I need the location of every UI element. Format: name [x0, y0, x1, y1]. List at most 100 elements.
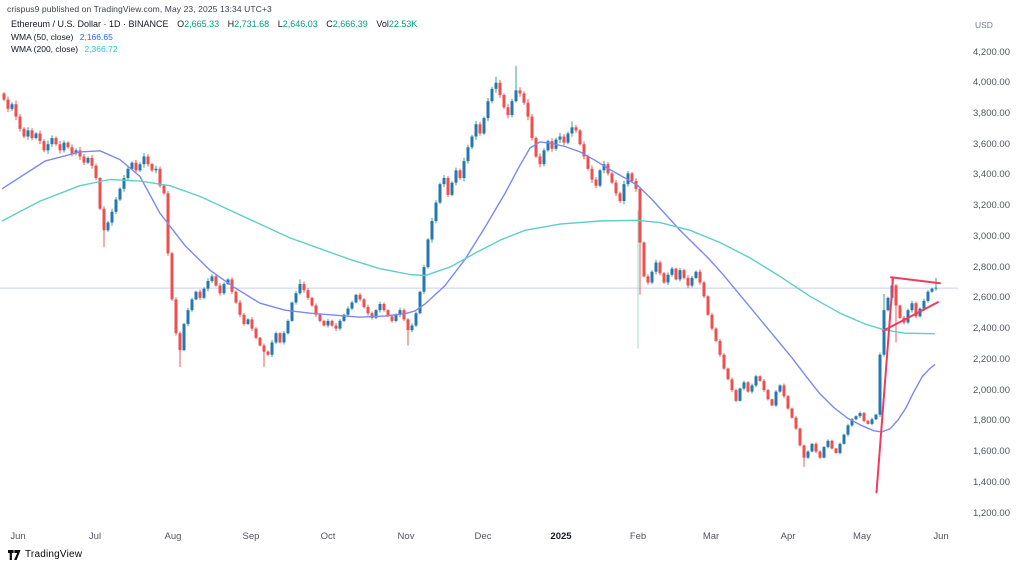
candle-body: [542, 150, 546, 165]
candle-body: [334, 325, 338, 329]
time-axis-label-nov: Nov: [397, 531, 415, 542]
candle-body: [514, 90, 518, 102]
candle-body: [534, 138, 538, 157]
candle-body: [578, 130, 582, 145]
candle-body: [378, 304, 382, 311]
candle-body: [162, 185, 166, 194]
candle-body: [238, 302, 242, 315]
candle-body: [882, 310, 886, 355]
candle-body: [502, 95, 506, 108]
trendline-2[interactable]: [882, 301, 939, 332]
candle-body: [506, 107, 510, 116]
candle-body: [298, 284, 302, 294]
candle-body: [906, 310, 910, 323]
candle-body: [386, 310, 390, 317]
candle-body: [278, 333, 282, 343]
tradingview-logo-icon: [8, 549, 21, 560]
candle-body: [494, 82, 498, 89]
candle-body: [870, 419, 874, 424]
candle-body: [482, 118, 486, 134]
candle-body: [142, 156, 146, 165]
candle-body: [58, 144, 62, 151]
candle-body: [30, 130, 34, 139]
price-axis-label: 2,800.00: [973, 261, 1010, 273]
candle-body: [6, 99, 10, 109]
candle-body: [658, 262, 662, 274]
price-axis-label: 1,400.00: [973, 476, 1010, 488]
candle-body: [222, 284, 226, 294]
candle-body: [190, 299, 194, 311]
candle-body: [350, 302, 354, 309]
chart-header: crispus9 published on TradingView.com, M…: [7, 4, 417, 56]
price-axis-label: 1,800.00: [973, 415, 1010, 427]
candle-body: [898, 305, 902, 318]
candle-body: [242, 314, 246, 324]
price-axis-label: 2,200.00: [973, 353, 1010, 365]
candle-body: [50, 138, 54, 145]
candle-body: [198, 291, 202, 298]
candle-body: [638, 188, 642, 243]
trendline-3[interactable]: [890, 276, 941, 285]
candle-body: [18, 116, 22, 129]
candle-body: [286, 320, 290, 334]
candle-body: [782, 385, 786, 397]
candle-body: [678, 270, 682, 280]
candle-body: [22, 128, 26, 137]
candle-body: [326, 320, 330, 326]
candle-body: [838, 443, 842, 454]
candle-body: [66, 142, 70, 148]
time-axis-label-2025: 2025: [550, 531, 572, 542]
wma50-value: 2,166.65: [79, 32, 113, 42]
wma200-value: 2,366.72: [84, 44, 118, 54]
symbol-legend: Ethereum / U.S. Dollar · 1D · BINANCE O2…: [11, 19, 417, 29]
tradingview-logo[interactable]: TradingView: [8, 549, 82, 560]
candle-body: [414, 313, 418, 326]
candle-body: [470, 136, 474, 148]
candle-body: [342, 314, 346, 321]
candle-body: [814, 443, 818, 452]
candle-body: [214, 276, 218, 286]
candle-body: [294, 293, 298, 303]
candle-body: [834, 448, 838, 454]
candle-body: [262, 345, 266, 352]
candle-body: [442, 178, 446, 185]
candle-body: [874, 414, 878, 420]
candle-body: [766, 390, 770, 400]
candle-body: [170, 253, 174, 300]
candle-body: [406, 319, 410, 331]
open-label: O: [177, 19, 185, 29]
tradingview-logo-text: TradingView: [25, 549, 83, 560]
candle-body: [10, 104, 14, 109]
candle-body: [802, 445, 806, 458]
attribution-text: crispus9 published on TradingView.com, M…: [7, 4, 272, 14]
candle-body: [266, 351, 270, 355]
candle-body: [382, 304, 386, 311]
indicator-legend-wma50: WMA (50, close) 2,166.65: [11, 32, 417, 42]
candle-body: [510, 101, 514, 116]
candle-body: [598, 170, 602, 186]
candle-body: [82, 156, 86, 163]
candle-body: [434, 202, 438, 222]
candle-body: [618, 193, 622, 202]
candle-body: [778, 385, 782, 392]
candle-body: [362, 299, 366, 308]
candle-body: [798, 428, 802, 446]
candle-body: [2, 93, 6, 100]
indicator-legend-wma200: WMA (200, close) 2,366.72: [11, 44, 417, 54]
trendline-1[interactable]: [875, 277, 894, 494]
candle-body: [398, 310, 402, 315]
candle-body: [310, 297, 314, 306]
candle-body: [570, 127, 574, 134]
candle-body: [574, 127, 578, 131]
time-axis-label-feb: Feb: [629, 531, 647, 542]
candle-body: [26, 130, 30, 137]
candle-body: [458, 170, 462, 179]
price-axis-label: 3,000.00: [973, 230, 1010, 242]
candle-body: [202, 288, 206, 298]
candle-body: [134, 162, 138, 171]
candle-body: [106, 222, 110, 231]
